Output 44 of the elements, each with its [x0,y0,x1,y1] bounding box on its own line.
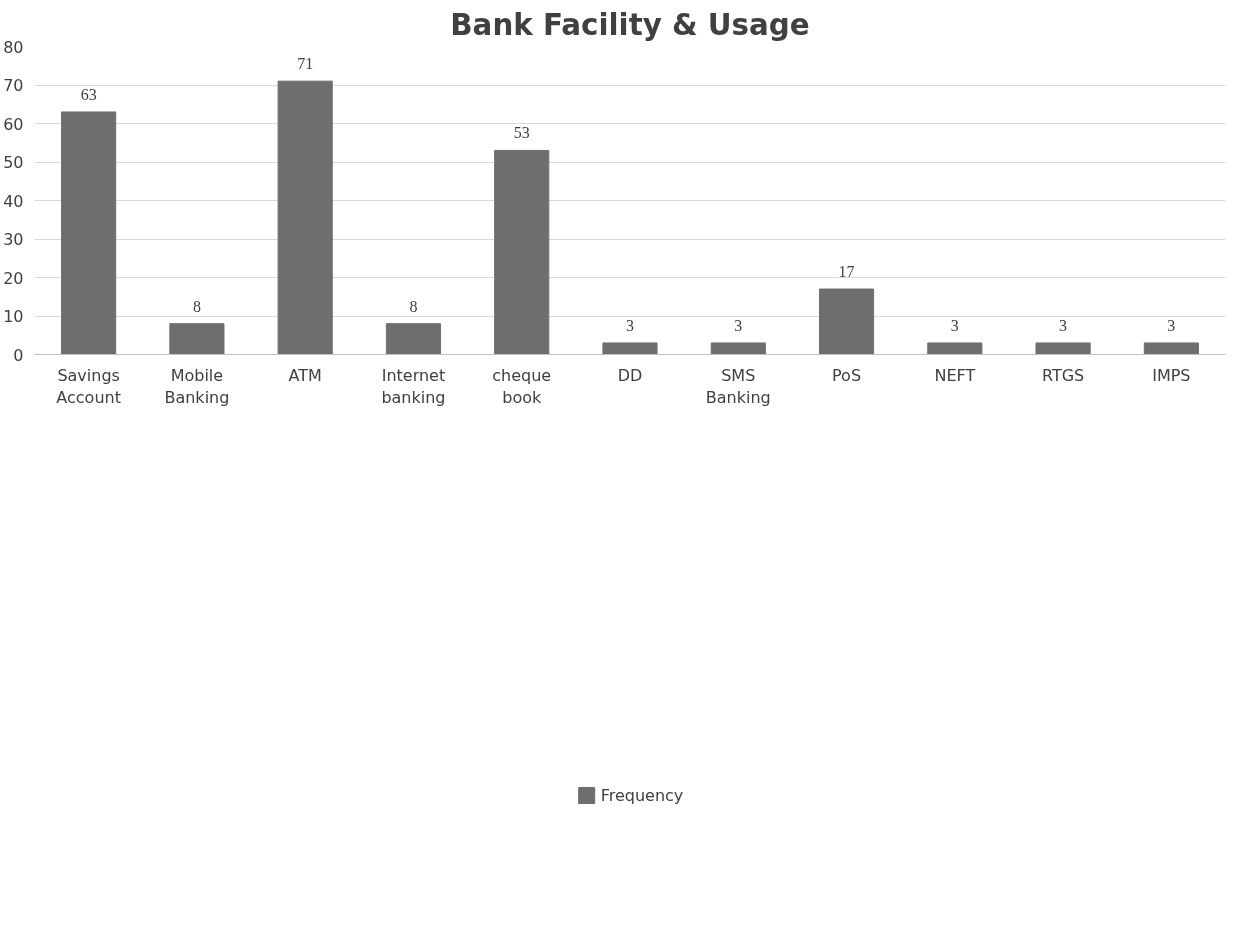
data-label: 8 [192,297,201,315]
y-tick-label: 80 [3,37,24,57]
data-label: 3 [734,316,743,334]
x-tick-label: ATM [288,365,322,385]
x-tick-label: IMPS [1152,365,1191,385]
x-tick-label: RTGS [1041,365,1085,385]
y-tick-label: 40 [3,191,24,211]
data-label: 53 [513,124,530,142]
bar [710,342,766,355]
data-label: 8 [409,297,418,315]
data-label: 3 [1167,316,1176,334]
bar [277,80,333,355]
y-tick-label: 30 [3,230,24,249]
bar [169,323,225,355]
x-tick-label: DD [617,365,643,385]
y-tick-label: 10 [3,307,24,326]
bar [1143,342,1199,355]
y-tick-label: 50 [3,153,24,172]
bar [385,323,442,355]
x-tick-label: SMS Banking [705,365,771,408]
data-label: 3 [626,316,634,334]
x-tick-label: NEFT [934,365,976,385]
legend-label: Frequency [600,785,684,805]
x-tick-label: Savings Account [56,365,121,408]
bar [61,111,117,355]
y-tick-label: 60 [3,114,24,134]
y-tick-label: 0 [13,345,24,365]
x-tick-label: cheque book [492,365,552,408]
x-tick-label: Internet banking [381,365,446,408]
bar [818,288,875,355]
data-label: 3 [950,316,959,334]
y-tick-label: 20 [3,268,24,288]
bar [494,149,550,355]
data-label: 3 [1059,316,1068,334]
y-tick-label: 70 [3,76,24,95]
data-label: 17 [838,263,855,281]
bar [927,342,983,355]
x-tick-label: Mobile Banking [164,365,230,408]
chart-title: Bank Facility & Usage [450,7,810,42]
data-label: 63 [80,85,97,103]
x-tick-label: PoS [832,365,862,385]
bar [602,342,658,355]
bar [1035,342,1091,355]
data-label: 71 [297,55,314,73]
